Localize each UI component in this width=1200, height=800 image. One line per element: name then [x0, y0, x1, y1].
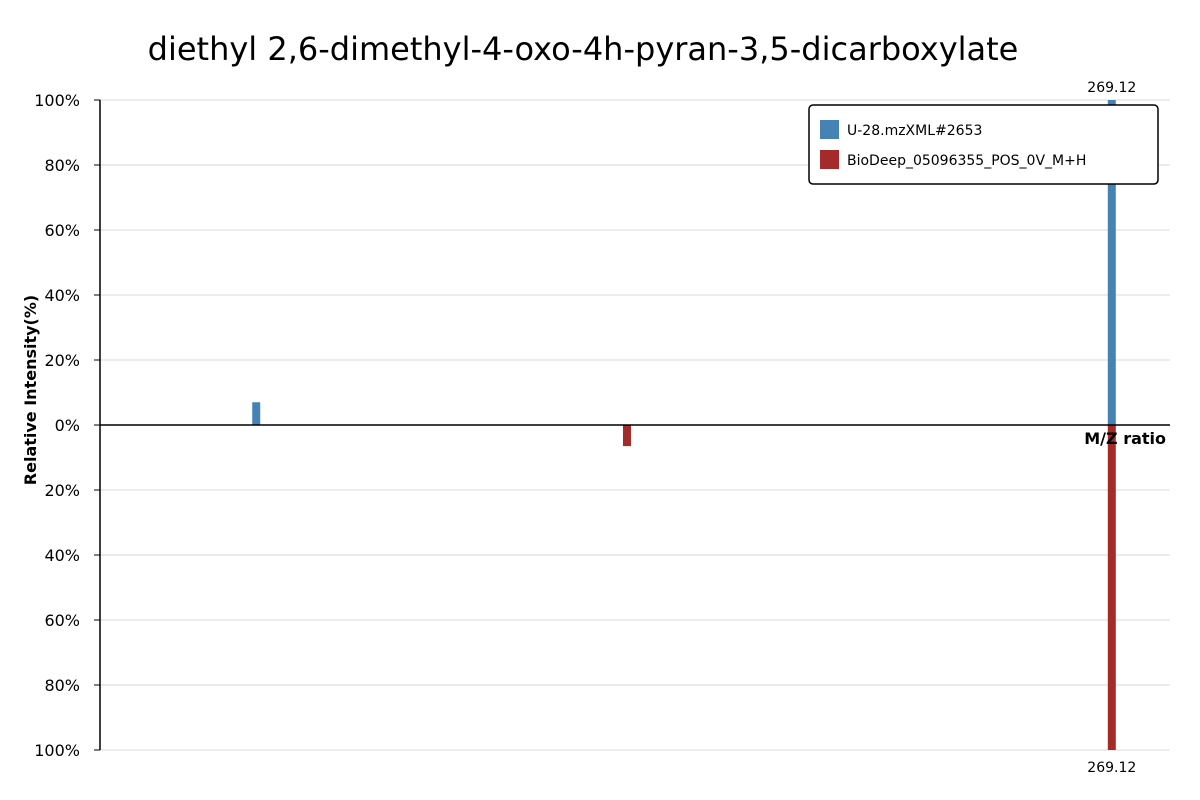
y-tick-label: 100%: [34, 741, 80, 760]
query-peak-bar: [252, 402, 261, 425]
y-tick-label: 100%: [34, 91, 80, 110]
peaks-layer: [252, 100, 1116, 750]
query-peak-label: 269.12: [1087, 80, 1136, 96]
y-tick-label: 40%: [44, 546, 80, 565]
query-peak-bar: [1107, 100, 1116, 425]
legend-box: [808, 104, 1159, 185]
legend-swatch-reference: [820, 150, 839, 169]
y-tick-label: 60%: [44, 611, 80, 630]
reference-peak-label: 269.12: [1087, 760, 1136, 776]
chart-title: diethyl 2,6-dimethyl-4-oxo-4h-pyran-3,5-…: [148, 30, 1019, 68]
legend-label-query: U-28.mzXML#2653: [847, 123, 982, 139]
y-tick-label: 20%: [44, 481, 80, 500]
legend-swatch-query: [820, 120, 839, 139]
reference-peak-bar: [622, 425, 631, 447]
y-tick-label: 60%: [44, 221, 80, 240]
y-tick-label: 80%: [44, 156, 80, 175]
y-tick-label: 80%: [44, 676, 80, 695]
axis-layer: [99, 100, 1170, 750]
y-tick-label: 0%: [55, 416, 80, 435]
y-tick-label: 20%: [44, 351, 80, 370]
grid-layer: [100, 99, 1170, 751]
y-tick-label: 40%: [44, 286, 80, 305]
y-ticks: 100% 80% 60% 40% 20% 0% 20% 40% 60% 80% 100%: [34, 91, 100, 760]
y-axis-label: Relative Intensity(%): [21, 295, 40, 485]
peak-labels: 269.12 269.12: [1087, 80, 1136, 776]
legend-label-reference: BioDeep_05096355_POS_0V_M+H: [847, 153, 1086, 169]
x-axis-label: M/Z ratio: [1084, 429, 1166, 448]
legend: U-28.mzXML#2653 BioDeep_05096355_POS_0V_…: [808, 104, 1159, 185]
reference-peak-bar: [1107, 425, 1116, 750]
